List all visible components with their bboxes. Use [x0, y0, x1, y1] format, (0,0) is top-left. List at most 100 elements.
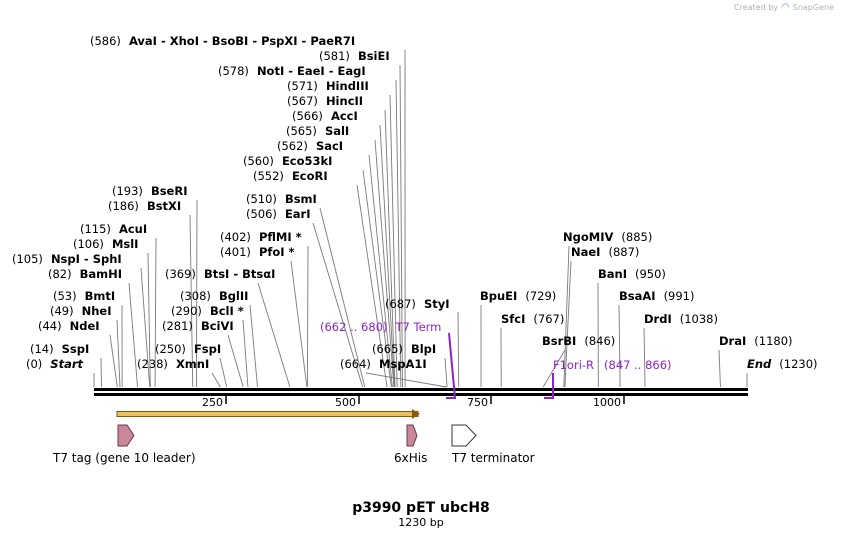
snapgene-logo-icon: ◠ [781, 2, 790, 13]
site-label: (565) SalI [286, 124, 349, 138]
site-name: Eco53kI [282, 154, 333, 168]
site-name: FspI [194, 342, 221, 356]
site-label: (566) AccI [292, 109, 358, 123]
site-name: BciVI [201, 319, 234, 333]
site-leader-line [109, 334, 118, 388]
site-name: BstXI [147, 199, 181, 213]
site-label: End (1230) [747, 357, 818, 371]
site-position: (0) [26, 357, 42, 371]
site-position: (887) [608, 245, 639, 259]
site-name: DraI [719, 334, 746, 348]
site-leader-line [643, 327, 646, 388]
site-label: (401) PfoI * [220, 245, 295, 259]
site-name: SspI [62, 342, 90, 356]
site-name: BamHI [80, 267, 122, 281]
site-name: HindIII [326, 79, 369, 93]
site-name: End [747, 357, 772, 371]
site-leader-line [356, 184, 388, 388]
site-position: (308) [180, 289, 211, 303]
site-leader-line [312, 222, 364, 388]
site-label: (115) AcuI [80, 222, 147, 236]
site-label: (560) Eco53kI [243, 154, 332, 168]
site-name: NheI [82, 304, 112, 318]
site-position: (369) [165, 267, 196, 281]
site-label: DrdI (1038) [644, 312, 718, 326]
site-leader-line [154, 237, 157, 388]
site-name: SalI [325, 124, 349, 138]
site-label: (193) BseRI [112, 184, 187, 198]
orf-bar [116, 411, 419, 417]
site-name: PflMI * [259, 230, 302, 244]
site-position: (193) [112, 184, 143, 198]
site-label: (82) BamHI [48, 267, 122, 281]
site-label: (665) BlpI [372, 342, 436, 356]
ruler-label-500: 500 [335, 396, 356, 409]
site-name: NaeI [571, 245, 600, 259]
map-title: p3990 pET ubcH8 [352, 500, 490, 516]
site-position: (115) [80, 222, 111, 236]
site-label: (664) MspA1I [340, 357, 427, 371]
site-name: MspA1I [379, 357, 427, 371]
site-label: (49) NheI [50, 304, 112, 318]
6xhis-arrow [406, 424, 418, 447]
site-name: BanI [598, 267, 627, 281]
site-label: BpuEI (729) [480, 289, 556, 303]
site-leader-line [563, 245, 570, 388]
annotation-t7-term-range: (662 .. 680) [320, 320, 388, 334]
site-leader-line [399, 64, 403, 388]
site-position: (950) [635, 267, 666, 281]
site-position: (562) [277, 139, 308, 153]
site-name: SfcI [501, 312, 525, 326]
site-label: (402) PflMI * [220, 230, 302, 244]
annotation-f1ori-range: (847 .. 866) [604, 358, 672, 372]
site-leader-line [374, 139, 395, 388]
watermark-brand: SnapGene [792, 3, 834, 12]
t7-term-marker [446, 332, 457, 399]
feature-label-6xhis: 6xHis [394, 451, 427, 465]
site-position: (566) [292, 109, 323, 123]
site-leader-line [457, 311, 460, 388]
site-leader-lines [93, 49, 748, 388]
site-label: (250) FspI [155, 342, 221, 356]
site-position: (1230) [779, 357, 817, 371]
site-label: (510) BsmI [246, 192, 317, 206]
site-name: BlpI [411, 342, 436, 356]
site-label: NaeI (887) [571, 245, 639, 259]
site-labels: (586) AvaI - XhoI - BsoBI - PspXI - PaeR7… [12, 34, 818, 371]
site-leader-line [542, 349, 566, 388]
site-leader-line [365, 372, 447, 388]
site-position: (586) [90, 34, 121, 48]
annotation-t7-term-name: T7 Term [395, 320, 442, 334]
site-label: (687) StyI [385, 297, 450, 311]
site-label: (552) EcoRI [253, 169, 328, 183]
site-label: (105) NspI - SphI [12, 252, 122, 266]
site-position: (49) [50, 304, 74, 318]
site-position: (238) [137, 357, 168, 371]
site-name: HincII [326, 94, 363, 108]
site-position: (885) [621, 230, 652, 244]
site-name: MslI [112, 237, 139, 251]
site-leader-line [319, 207, 366, 388]
site-leader-line [718, 349, 721, 388]
site-leader-line [219, 357, 228, 388]
site-name: NspI - SphI [51, 252, 122, 266]
site-leader-line [444, 357, 448, 388]
site-label: BsrBI (846) [542, 334, 615, 348]
site-leader-line [564, 260, 572, 388]
site-name: BglII [219, 289, 249, 303]
site-name: BsmI [285, 192, 317, 206]
site-name: SacI [316, 139, 343, 153]
site-name: NotI - EaeI - EagI [257, 64, 366, 78]
site-position: (1038) [680, 312, 718, 326]
site-name: BpuEI [480, 289, 517, 303]
site-name: BsrBI [542, 334, 576, 348]
site-position: (571) [287, 79, 318, 93]
site-leader-line [189, 214, 194, 388]
site-name: AvaI - XhoI - BsoBI - PspXI - PaeR7I [129, 34, 355, 48]
site-leader-line [196, 199, 198, 388]
site-name: DrdI [644, 312, 672, 326]
site-position: (665) [372, 342, 403, 356]
annotation-f1ori: F1ori-R (847 .. 866) [553, 358, 672, 372]
site-leader-line [368, 154, 393, 388]
site-name: EarI [285, 207, 311, 221]
